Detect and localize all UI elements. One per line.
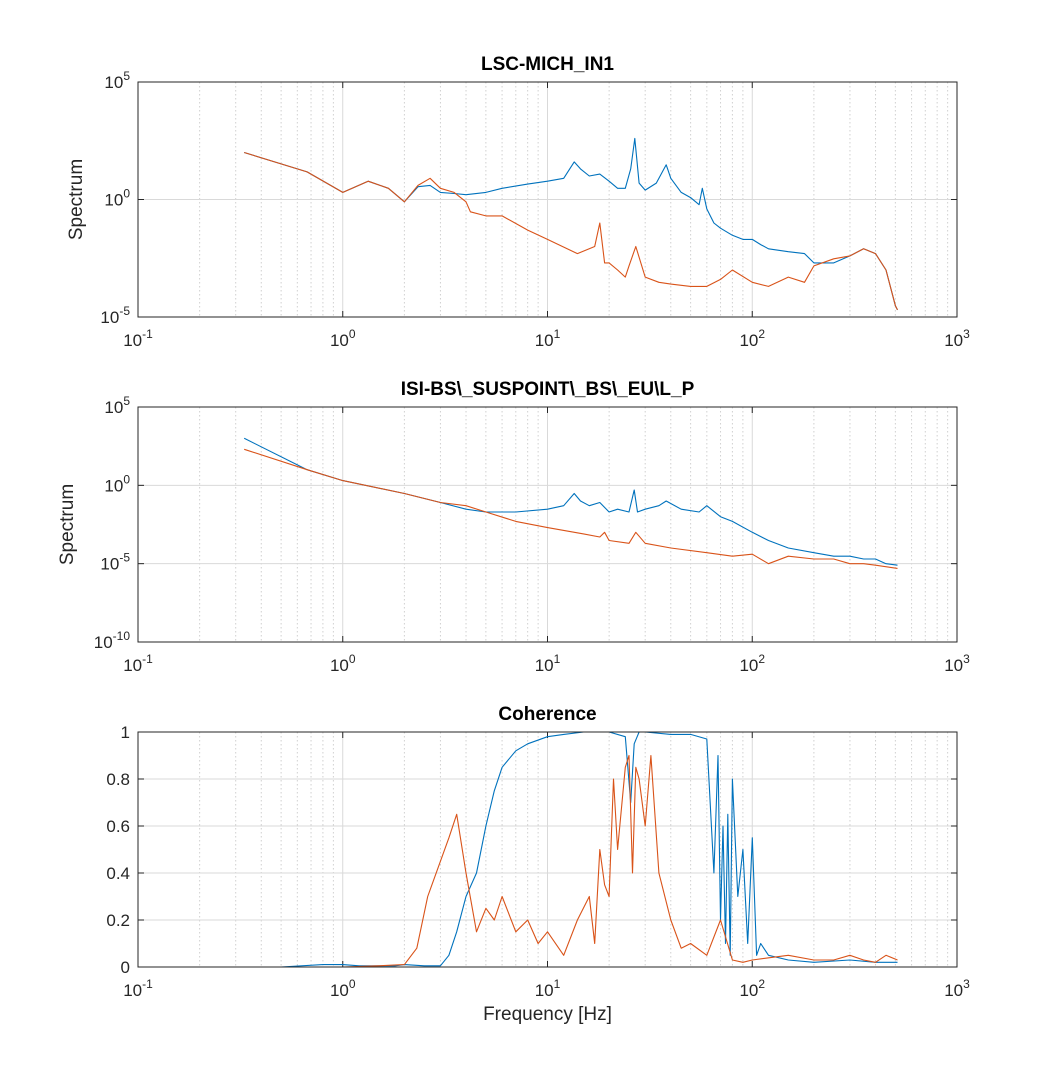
x-tick-base: 10 (944, 331, 963, 350)
axes-frame (137, 731, 958, 968)
x-tick-exp: -1 (142, 652, 153, 666)
chart-title: LSC-MICH_IN1 (481, 54, 614, 75)
x-axis-label: Frequency [Hz] (483, 1004, 612, 1025)
x-tick-label: 101 (535, 977, 561, 1000)
x-tick-base: 10 (739, 656, 758, 675)
y-tick-label: 105 (104, 394, 130, 417)
series-line-blue (244, 137, 898, 311)
x-tick-label: 10-1 (123, 652, 153, 675)
axes-frame (137, 406, 958, 643)
series-line-blue (243, 437, 898, 566)
y-tick-label: 100 (104, 472, 130, 495)
chart-panel-1: 10-1 100 101 102 10310-5100105LSC-MICH_IN1Sp… (66, 54, 970, 350)
x-tick-base: 10 (535, 331, 554, 350)
x-tick-exp: 3 (963, 327, 970, 341)
y-axis-label: Spectrum (66, 159, 87, 240)
x-tick-label: 103 (944, 977, 970, 1000)
y-tick-label: 0.6 (106, 817, 130, 836)
x-tick-exp: 3 (963, 977, 970, 991)
y-tick-label: 100 (104, 187, 130, 210)
x-tick-exp: 2 (758, 327, 765, 341)
y-tick-exp: 0 (123, 187, 130, 201)
y-tick-label: 0.2 (106, 911, 130, 930)
y-tick-base: 10 (104, 191, 123, 210)
x-tick-exp: 2 (758, 652, 765, 666)
x-tick-label: 103 (944, 327, 970, 350)
x-tick-base: 10 (944, 981, 963, 1000)
x-tick-base: 10 (739, 331, 758, 350)
y-tick-exp: -10 (113, 629, 131, 643)
y-tick-label: 105 (104, 69, 130, 92)
x-tick-exp: -1 (142, 977, 153, 991)
y-tick-base: 10 (104, 73, 123, 92)
x-tick-exp: 1 (554, 327, 561, 341)
x-tick-label: 103 (944, 652, 970, 675)
y-tick-label: 10-10 (94, 629, 131, 652)
y-tick-exp: -5 (119, 551, 130, 565)
y-tick-label: 0 (121, 958, 130, 977)
x-tick-base: 10 (944, 656, 963, 675)
y-tick-label: 10-5 (100, 304, 130, 327)
series-line-blue (244, 731, 898, 968)
x-tick-label: 102 (739, 327, 765, 350)
y-tick-base: 10 (100, 308, 119, 327)
y-tick-base: 10 (100, 555, 119, 574)
x-tick-base: 10 (330, 331, 349, 350)
x-tick-label: 102 (739, 977, 765, 1000)
chart-panel-3: 10-1 100 101 102 10300.20.40.60.81CoherenceF… (106, 704, 970, 1025)
x-tick-exp: 3 (963, 652, 970, 666)
y-tick-base: 10 (104, 476, 123, 495)
x-tick-exp: 1 (554, 977, 561, 991)
chart-panel-2: 10-1 100 101 102 10310-1010-5100105ISI-BS\_S… (57, 379, 970, 675)
x-tick-label: 10-1 (123, 977, 153, 1000)
chart-title: ISI-BS\_SUSPOINT\_BS\_EU\L_P (401, 379, 695, 400)
y-tick-exp: 0 (123, 472, 130, 486)
y-tick-exp: 5 (123, 69, 130, 83)
y-tick-label: 0.4 (106, 864, 130, 883)
x-tick-label: 100 (330, 977, 356, 1000)
series-line-orange (244, 151, 898, 311)
series-line-orange (244, 448, 898, 569)
x-tick-exp: 0 (349, 327, 356, 341)
y-tick-label: 0.8 (106, 770, 130, 789)
chart-title: Coherence (498, 704, 596, 725)
x-tick-base: 10 (330, 981, 349, 1000)
x-tick-base: 10 (123, 981, 142, 1000)
x-tick-base: 10 (123, 656, 142, 675)
x-tick-exp: 0 (349, 977, 356, 991)
x-tick-label: 10-1 (123, 327, 153, 350)
x-tick-base: 10 (535, 656, 554, 675)
y-axis-label: Spectrum (57, 484, 78, 565)
x-tick-base: 10 (739, 981, 758, 1000)
y-tick-exp: -5 (119, 304, 130, 318)
x-tick-base: 10 (535, 981, 554, 1000)
x-tick-exp: 0 (349, 652, 356, 666)
y-tick-base: 10 (104, 398, 123, 417)
y-tick-label: 10-5 (100, 551, 130, 574)
y-tick-base: 10 (94, 633, 113, 652)
y-tick-label: 1 (121, 723, 130, 742)
x-tick-label: 100 (330, 652, 356, 675)
x-tick-label: 100 (330, 327, 356, 350)
x-tick-exp: 2 (758, 977, 765, 991)
x-tick-label: 102 (739, 652, 765, 675)
x-tick-label: 101 (535, 652, 561, 675)
axes-frame (137, 81, 958, 318)
series-line-orange (244, 754, 898, 968)
x-tick-base: 10 (330, 656, 349, 675)
y-tick-exp: 5 (123, 394, 130, 408)
x-tick-exp: 1 (554, 652, 561, 666)
x-tick-base: 10 (123, 331, 142, 350)
x-tick-exp: -1 (142, 327, 153, 341)
x-tick-label: 101 (535, 327, 561, 350)
